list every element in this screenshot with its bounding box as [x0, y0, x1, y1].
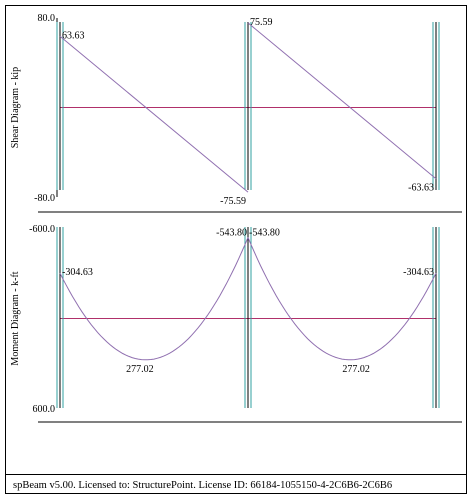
license-footer: spBeam v5.00. Licensed to: StructurePoin…: [13, 480, 393, 491]
data-label: 75.59: [250, 17, 273, 28]
data-label: -543.80: [249, 227, 280, 238]
data-label: -63.63: [408, 183, 434, 194]
chart-1: [38, 227, 462, 423]
series-curve-0: [59, 237, 249, 361]
data-label: 277.02: [342, 364, 370, 375]
data-label: 277.02: [126, 364, 154, 375]
y-tick-label-bottom: -80.0: [34, 193, 55, 204]
footer-divider: [5, 474, 467, 475]
chart-0: [38, 18, 462, 213]
series-curve-0: [59, 35, 249, 193]
y-tick-label-bottom: 600.0: [33, 404, 56, 415]
data-label: -304.63: [62, 267, 93, 278]
y-axis-label: Moment Diagram - k-ft: [10, 271, 21, 365]
report-frame: [5, 5, 467, 494]
y-tick-label-top: 80.0: [38, 13, 56, 24]
data-label: -543.80: [216, 227, 247, 238]
data-label: -75.59: [220, 196, 246, 207]
series-curve-1: [247, 22, 437, 180]
y-axis-label: Shear Diagram - kip: [10, 67, 21, 148]
data-label: -304.63: [403, 267, 434, 278]
series-curve-1: [247, 237, 437, 361]
data-label: 63.63: [62, 30, 85, 41]
y-tick-label-top: -600.0: [29, 224, 55, 235]
